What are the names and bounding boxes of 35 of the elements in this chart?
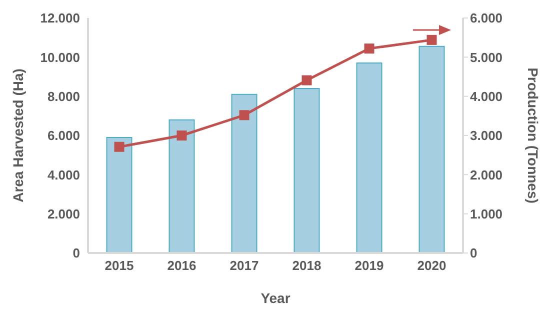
y2-tick-label: 0 — [470, 246, 478, 261]
y2-tick-label: 4.000 — [470, 88, 503, 104]
x-axis-title: Year — [260, 290, 291, 306]
y-tick-label: 12.000 — [40, 10, 80, 26]
y-tick-label: 8.000 — [47, 88, 80, 104]
x-tick-label: 2015 — [104, 258, 134, 274]
y-tick-label: 0 — [72, 246, 80, 261]
point — [114, 142, 124, 152]
bar — [356, 62, 382, 253]
bar — [418, 46, 445, 253]
y-tick-label: 4.000 — [47, 167, 80, 182]
x-tick-label: 2020 — [417, 258, 446, 274]
y-tick-label: 6.000 — [47, 128, 80, 144]
x-tick-label: 2018 — [292, 258, 322, 274]
y-tick-label: 10.000 — [40, 50, 80, 65]
point — [302, 75, 312, 86]
point — [239, 110, 250, 120]
y2-tick-label: 6.000 — [470, 10, 503, 26]
bar — [106, 136, 132, 253]
bar — [294, 88, 320, 253]
bar — [231, 94, 258, 253]
x-tick-label: 2019 — [354, 258, 384, 274]
x-tick-label: 2016 — [167, 258, 196, 274]
x-tick-label: 2017 — [230, 258, 259, 274]
bar — [168, 119, 195, 253]
point — [426, 34, 437, 45]
y2-tick-label: 2.000 — [470, 167, 503, 182]
point — [364, 44, 374, 54]
y-tick-label: 2.000 — [47, 206, 80, 222]
y-axis-title: Area Harvested (Ha) — [10, 68, 26, 202]
point — [176, 130, 187, 140]
y2-tick-label: 1.000 — [470, 206, 503, 222]
y2-axis-title: Production (Tonnes) — [525, 68, 542, 204]
y2-tick-label: 3.000 — [470, 128, 503, 144]
y2-tick-label: 5.000 — [470, 50, 503, 65]
